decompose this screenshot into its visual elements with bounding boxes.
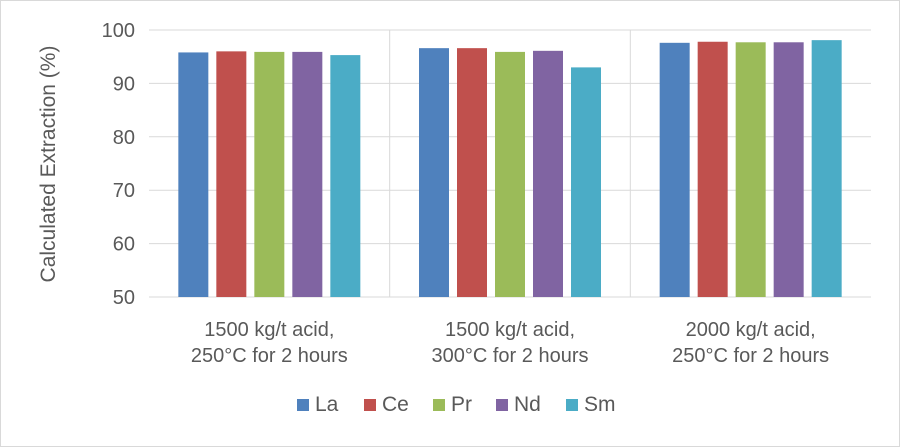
y-axis-title: Calculated Extraction (%) [37, 46, 60, 283]
bar-nd-3 [773, 42, 804, 298]
bar-sm-1 [330, 55, 361, 298]
bar-ce-2 [457, 48, 487, 297]
legend: La Ce Pr Nd Sm [297, 393, 616, 416]
legend-swatch-la [297, 399, 309, 411]
y-tick-label: 80 [113, 127, 135, 149]
x-category-label: 300°C for 2 hours [432, 345, 589, 367]
bar-sm-2 [571, 67, 601, 297]
y-tick-label: 50 [113, 287, 135, 309]
legend-label-la: La [315, 393, 339, 416]
y-tick-label: 100 [102, 20, 135, 42]
x-category-label: 1500 kg/t acid, [445, 319, 575, 341]
bar-pr-2 [495, 51, 525, 298]
y-axis-ticks: 50 60 70 80 90 100 [102, 20, 135, 309]
legend-swatch-pr [433, 399, 445, 411]
legend-swatch-ce [364, 399, 376, 411]
legend-label-ce: Ce [382, 393, 409, 416]
bar-ce-1 [216, 51, 247, 297]
legend-label-nd: Nd [514, 393, 541, 416]
legend-label-sm: Sm [584, 393, 616, 416]
y-tick-label: 70 [113, 180, 135, 202]
x-category-label: 2000 kg/t acid, [686, 319, 816, 341]
y-tick-label: 60 [113, 234, 135, 256]
x-category-label: 250°C for 2 hours [191, 345, 348, 367]
bar-sm-3 [811, 40, 842, 298]
x-category-label: 1500 kg/t acid, [204, 319, 334, 341]
bar-pr-1 [254, 51, 285, 298]
bars [178, 40, 842, 298]
bar-ce-3 [697, 41, 728, 297]
bar-la-2 [419, 48, 449, 297]
y-tick-label: 90 [113, 73, 135, 95]
bar-pr-3 [735, 42, 766, 298]
bar-nd-1 [292, 51, 323, 298]
x-axis-category-labels: 1500 kg/t acid, 250°C for 2 hours 1500 kg/… [191, 319, 829, 367]
legend-swatch-sm [566, 399, 578, 411]
legend-label-pr: Pr [451, 393, 472, 416]
x-category-label: 250°C for 2 hours [672, 345, 829, 367]
bar-la-3 [659, 42, 690, 297]
bar-la-1 [178, 52, 209, 297]
bar-nd-2 [533, 50, 563, 297]
legend-swatch-nd [496, 399, 508, 411]
